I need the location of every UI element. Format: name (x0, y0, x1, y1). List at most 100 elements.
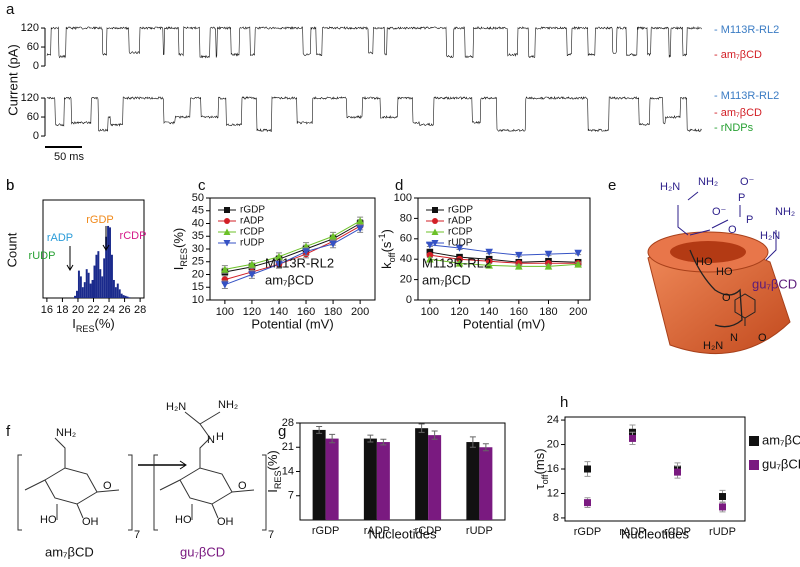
current-trace (46, 95, 702, 133)
x-axis-label: Potential (mV) (251, 316, 333, 331)
y-axis-label-part: (%) (171, 228, 186, 248)
panel-letter: f (6, 423, 11, 440)
y-tick-label: 15 (192, 281, 204, 293)
cyclodextrin-drawing (647, 191, 791, 355)
y-tick-label: 0 (33, 60, 39, 72)
histogram-bar (109, 227, 111, 298)
y-axis-label: Count (4, 232, 19, 267)
series-line (429, 254, 579, 264)
histogram-bar (122, 295, 125, 298)
panel-letter: b (6, 177, 14, 194)
atom: O (728, 224, 737, 236)
y-axis-label-part: ) (379, 229, 394, 233)
histogram-bar (120, 293, 123, 298)
x-tick-label: 140 (480, 306, 498, 318)
bar (363, 438, 377, 520)
y-tick-label: 60 (27, 111, 39, 123)
legend-marker (224, 218, 230, 224)
annotation: am₇βCD (422, 272, 471, 287)
bar (376, 442, 390, 520)
x-tick-label: 120 (450, 306, 468, 318)
x-tick-label: 200 (569, 306, 587, 318)
series-line (429, 244, 579, 256)
legend-label: rADP (448, 216, 472, 227)
atom: P (746, 214, 753, 226)
y-tick-label: 28 (282, 417, 294, 429)
y-tick-label: 21 (282, 441, 294, 453)
y-axis-label-part: k (379, 262, 394, 269)
histogram-bar (116, 283, 119, 298)
y-tick-label: 45 (192, 205, 204, 217)
bar (325, 438, 339, 520)
y-tick-label: 0 (406, 294, 412, 306)
annotation: am₇βCD (265, 272, 314, 287)
atom: HO (175, 514, 192, 526)
atom: HO (40, 514, 57, 526)
legend-label: rGDP (448, 205, 473, 216)
x-tick-label: 160 (297, 306, 315, 318)
y-tick-label: 80 (400, 212, 412, 224)
marker (674, 468, 681, 476)
atom: NH₂ (56, 427, 76, 439)
bar (479, 447, 493, 520)
y-tick-label: 8 (553, 512, 559, 524)
panel-letter: d (395, 177, 403, 194)
marker (574, 249, 582, 257)
atom: 7 (134, 529, 140, 541)
atom: OH (217, 516, 234, 528)
x-axis-label: Nucleotides (369, 526, 437, 541)
error-bar (469, 436, 476, 448)
y-tick-label: 10 (192, 294, 204, 306)
panel-letter: h (560, 394, 568, 411)
x-tick-label: 160 (510, 306, 528, 318)
atom: H₂N (760, 230, 780, 242)
histogram-bar (128, 297, 131, 298)
marker (356, 225, 364, 233)
legend-label: am₇βCD (762, 432, 800, 447)
histogram-bar (89, 283, 92, 298)
legend-label: rUDP (240, 238, 265, 249)
atom: H (216, 431, 224, 443)
legend-marker (432, 218, 438, 224)
y-axis-label-part: off (387, 252, 397, 262)
x-tick-label: 200 (351, 306, 369, 318)
histogram-bar (114, 287, 117, 298)
atom: NH₂ (698, 176, 718, 188)
marker (302, 248, 310, 256)
marker (356, 217, 364, 225)
plot-frame (564, 416, 746, 522)
histogram-bar (118, 289, 121, 298)
marker (485, 248, 493, 256)
y-tick-label: 0 (33, 130, 39, 142)
level-label: - M113R-RL2 (714, 90, 779, 102)
atom: O (238, 480, 247, 492)
legend-marker (431, 228, 439, 235)
annotation: rCDP (120, 230, 147, 242)
atom: O (758, 332, 767, 344)
atom: N (207, 434, 215, 446)
bar (428, 435, 442, 520)
molecule-name: gu₇βCD (180, 544, 225, 559)
x-tick-label: 22 (87, 304, 99, 316)
marker (544, 250, 553, 258)
error-bar (380, 438, 387, 446)
marker (584, 465, 591, 473)
series-line (224, 228, 361, 286)
y-tick-label: 12 (547, 487, 559, 499)
level-label: - rNDPs (714, 122, 754, 134)
x-tick-label: 140 (270, 306, 288, 318)
marker (485, 257, 493, 265)
y-tick-label: 120 (21, 22, 39, 34)
annotation-arrow (102, 226, 110, 251)
marker (329, 232, 337, 240)
histogram-bar (112, 279, 115, 298)
legend-marker (223, 240, 231, 247)
legend-marker (749, 436, 759, 446)
y-tick-label: 14 (282, 465, 294, 477)
y-axis-label-part: (%) (265, 450, 280, 470)
series-line (429, 251, 579, 263)
marker (221, 281, 229, 289)
y-axis-label: koff(s-1) (377, 229, 397, 269)
y-axis-label-part: I (265, 489, 280, 493)
